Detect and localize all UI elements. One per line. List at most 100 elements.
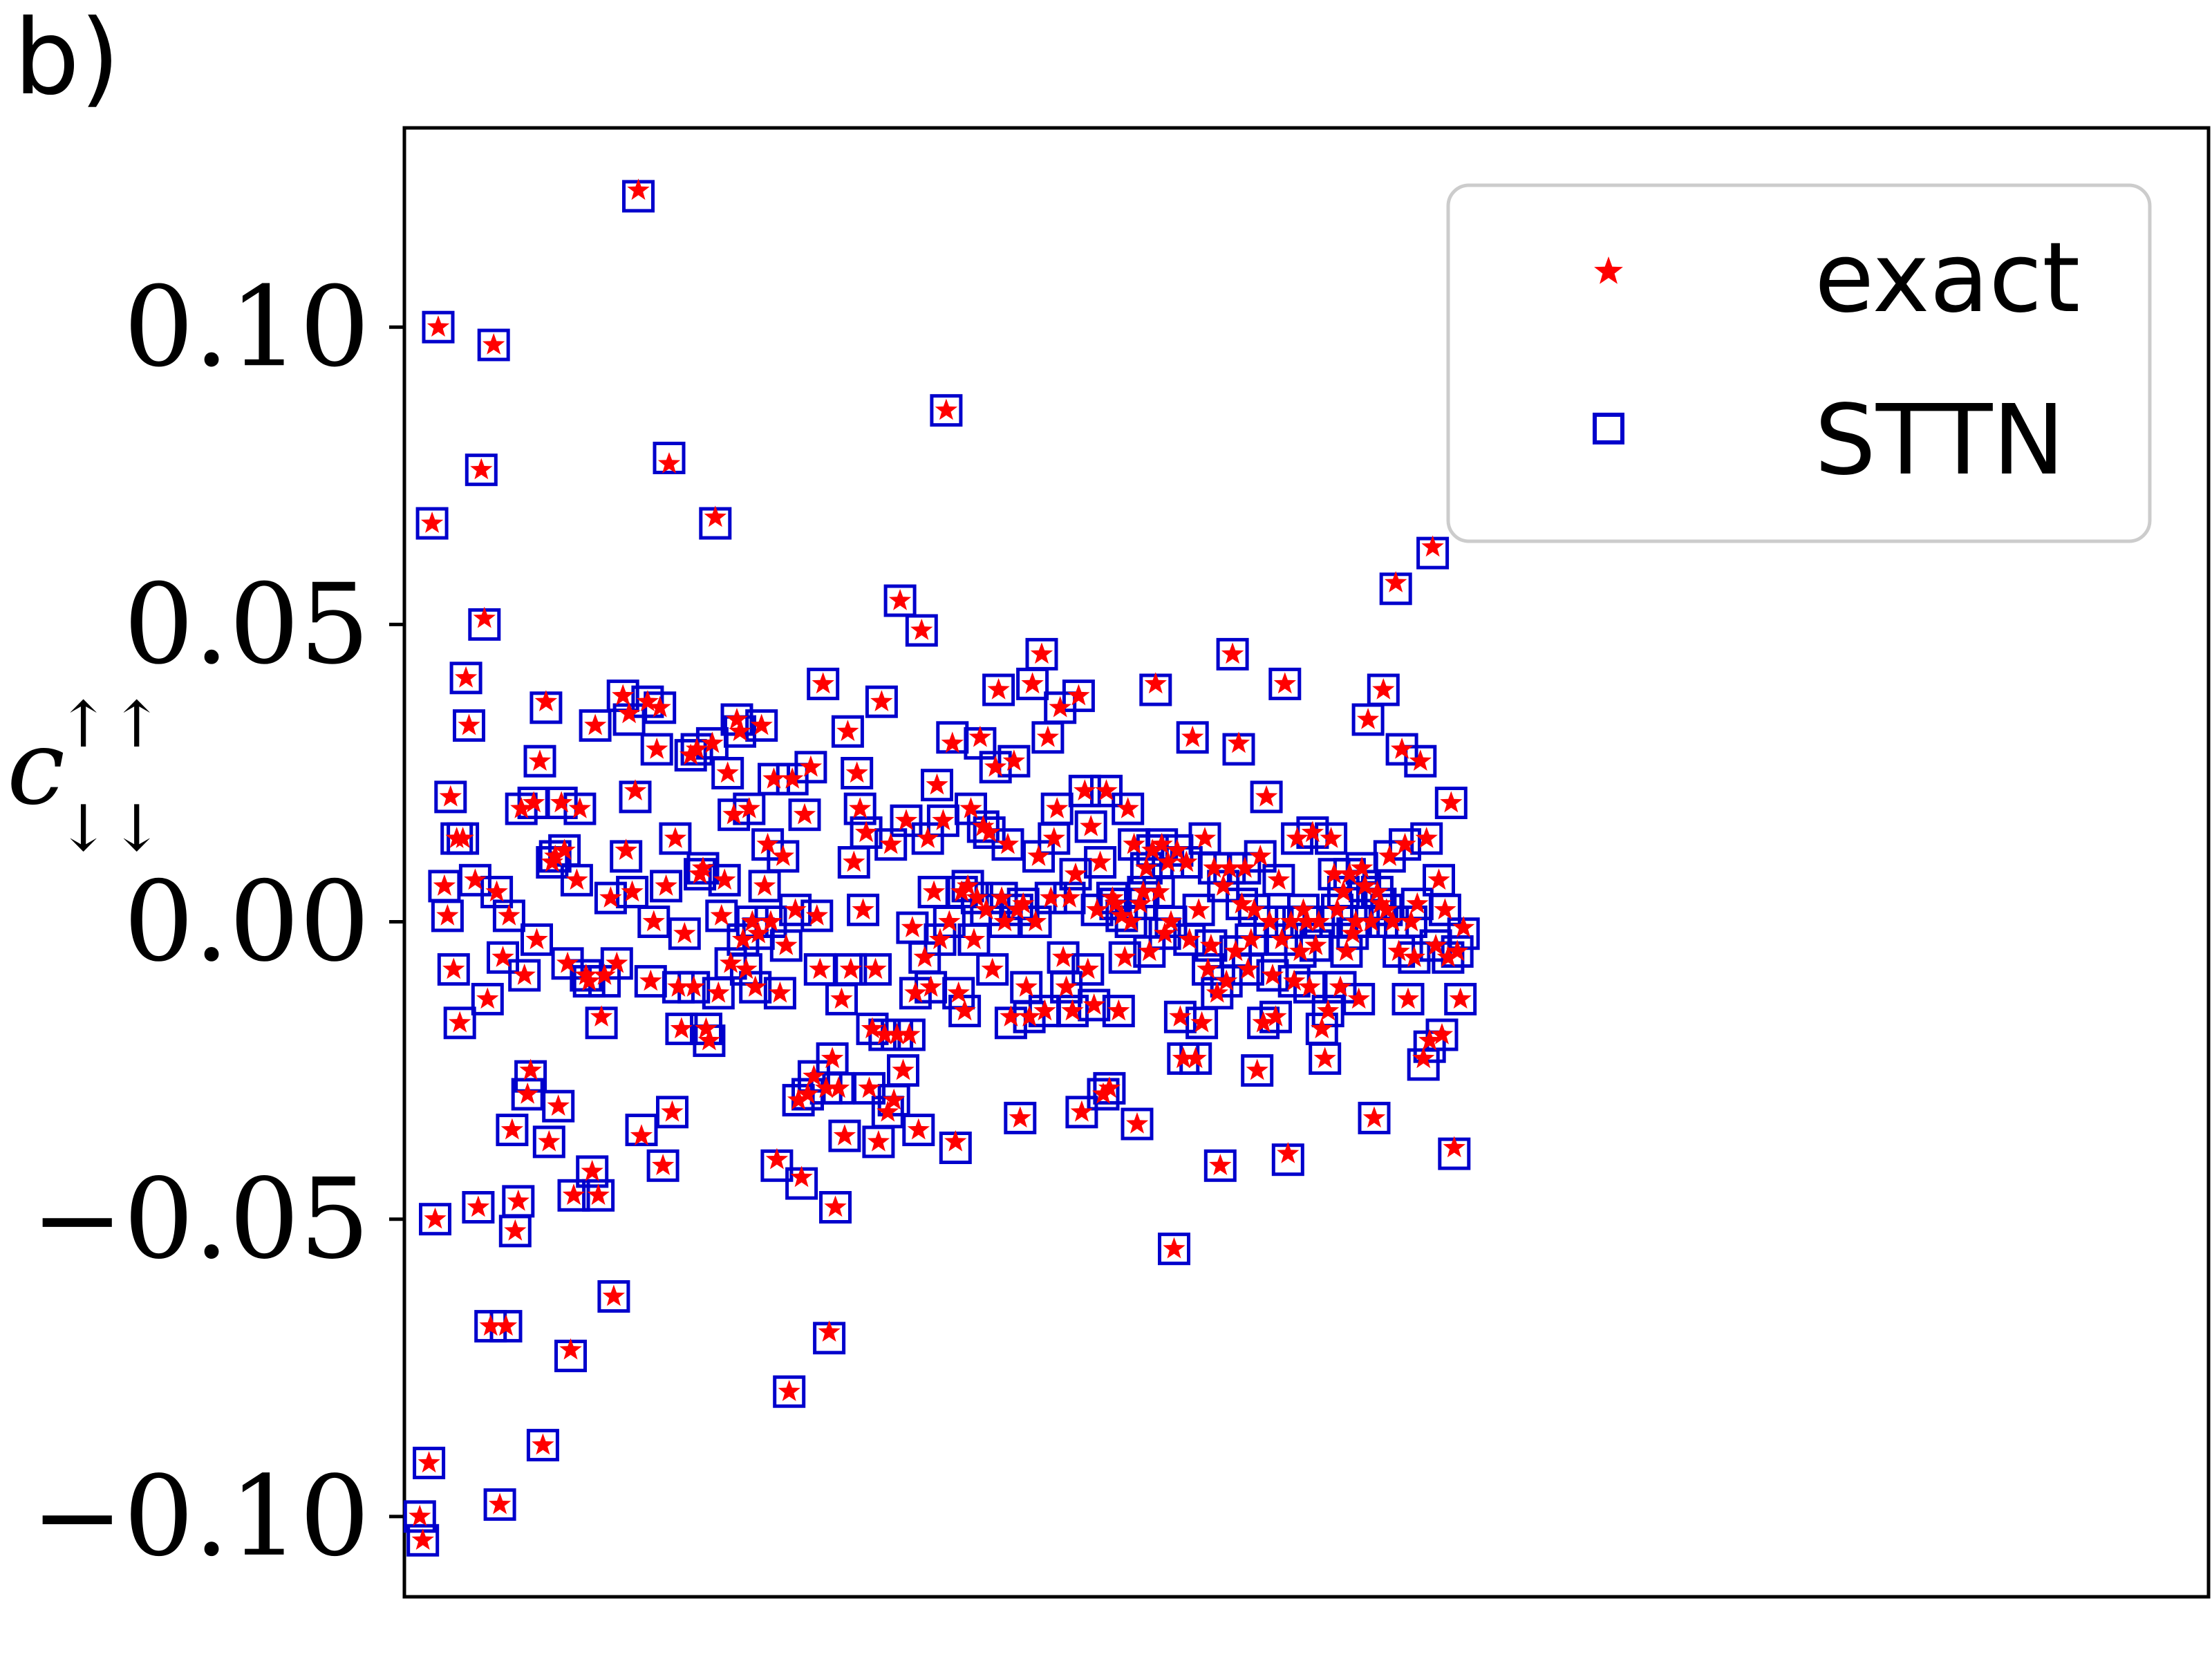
sttn-point bbox=[847, 893, 880, 926]
exact-point bbox=[1193, 827, 1217, 848]
exact-point bbox=[482, 333, 505, 355]
exact-point bbox=[1104, 892, 1127, 914]
sttn-point bbox=[1040, 792, 1074, 825]
exact-point bbox=[956, 874, 980, 896]
exact-point bbox=[722, 803, 745, 825]
exact-point bbox=[1027, 844, 1050, 866]
sttn-point bbox=[794, 751, 827, 784]
exact-point bbox=[926, 773, 948, 795]
exact-point bbox=[713, 868, 736, 890]
exact-point bbox=[858, 1076, 881, 1098]
sttn-point bbox=[1000, 893, 1033, 926]
exact-point bbox=[836, 720, 859, 741]
exact-point bbox=[1283, 969, 1306, 991]
sttn-point bbox=[437, 953, 470, 986]
exact-point bbox=[830, 987, 853, 1009]
exact-point bbox=[522, 791, 545, 813]
exact-point bbox=[1089, 850, 1112, 872]
exact-point bbox=[1215, 969, 1238, 991]
sttn-point bbox=[1259, 1000, 1292, 1033]
exact-point bbox=[787, 1088, 810, 1110]
sttn-point bbox=[1268, 667, 1302, 700]
exact-point bbox=[621, 880, 644, 902]
exact-point bbox=[485, 880, 508, 902]
exact-point bbox=[771, 844, 794, 866]
exact-point bbox=[778, 1380, 800, 1401]
sttn-point bbox=[536, 846, 569, 879]
sttn-point bbox=[883, 584, 917, 617]
exact-point bbox=[784, 898, 807, 920]
sttn-point bbox=[1065, 1096, 1098, 1129]
exact-point bbox=[652, 1154, 675, 1175]
exact-point bbox=[901, 916, 924, 937]
exact-point bbox=[978, 821, 1001, 843]
exact-point bbox=[1295, 910, 1318, 932]
sttn-point bbox=[434, 780, 467, 814]
sttn-point bbox=[1084, 846, 1117, 879]
exact-point bbox=[1141, 838, 1164, 860]
exact-point bbox=[532, 1433, 554, 1455]
exact-point bbox=[528, 749, 552, 771]
sttn-point bbox=[646, 1149, 679, 1182]
exact-point bbox=[516, 1082, 539, 1104]
exact-point bbox=[1120, 910, 1143, 932]
sttn-point bbox=[763, 977, 796, 1010]
exact-point bbox=[1344, 910, 1367, 932]
exact-point bbox=[796, 1082, 819, 1104]
exact-point bbox=[781, 767, 804, 789]
exact-point bbox=[938, 910, 961, 932]
exact-point bbox=[1298, 975, 1321, 997]
exact-point bbox=[1116, 797, 1139, 818]
exact-point bbox=[1347, 987, 1370, 1009]
sttn-point bbox=[650, 870, 683, 903]
exact-point bbox=[873, 1023, 896, 1044]
exact-point bbox=[538, 1130, 561, 1152]
exact-point bbox=[1002, 749, 1025, 771]
exact-point bbox=[504, 1219, 527, 1241]
exact-point bbox=[1058, 886, 1081, 908]
exact-point bbox=[1114, 946, 1136, 967]
sttn-point bbox=[887, 1054, 919, 1087]
sttn-point bbox=[1253, 906, 1286, 938]
exact-point bbox=[1271, 928, 1293, 950]
sttn-point bbox=[841, 757, 874, 789]
exact-point bbox=[904, 981, 927, 1003]
sttn-point bbox=[988, 906, 1021, 938]
exact-point bbox=[996, 832, 1020, 854]
exact-point bbox=[913, 946, 936, 967]
exact-point bbox=[1012, 892, 1035, 914]
exact-point bbox=[1385, 571, 1407, 592]
sttn-point bbox=[415, 507, 449, 540]
exact-point bbox=[1175, 850, 1198, 872]
sttn-point bbox=[557, 1179, 590, 1212]
exact-point bbox=[1264, 1005, 1287, 1027]
exact-point bbox=[885, 1023, 908, 1044]
exact-point bbox=[744, 975, 767, 997]
sttn-point bbox=[462, 1191, 495, 1224]
legend-entry-sttn: STTN bbox=[1815, 384, 2065, 497]
sttn-point bbox=[1444, 982, 1477, 1015]
exact-point bbox=[1052, 946, 1075, 967]
exact-point bbox=[547, 1094, 570, 1116]
sttn-point bbox=[982, 673, 1015, 706]
exact-point bbox=[1409, 749, 1432, 771]
exact-point bbox=[894, 809, 918, 830]
exact-point bbox=[661, 1100, 684, 1122]
sttn-point bbox=[1391, 982, 1425, 1015]
exact-point bbox=[562, 1183, 585, 1205]
exact-point bbox=[1378, 844, 1401, 866]
exact-point bbox=[1415, 827, 1438, 848]
legend: exact STTN bbox=[1446, 183, 2152, 543]
exact-point bbox=[1110, 903, 1133, 926]
sttn-point bbox=[1265, 923, 1298, 956]
sttn-point bbox=[1367, 673, 1400, 706]
exact-point bbox=[488, 1492, 512, 1515]
exact-point bbox=[1076, 957, 1099, 980]
exact-point bbox=[1338, 862, 1361, 884]
exact-point bbox=[1351, 856, 1374, 878]
sttn-point bbox=[526, 1429, 559, 1462]
exact-point bbox=[1156, 850, 1179, 872]
exact-point bbox=[1440, 791, 1463, 813]
exact-point bbox=[1101, 886, 1124, 908]
y-axis-label-subscript: ↓↓ bbox=[57, 791, 163, 865]
